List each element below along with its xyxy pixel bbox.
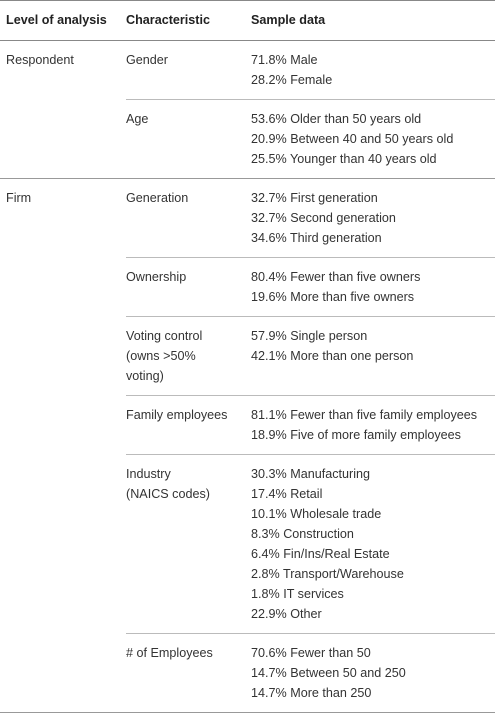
sample-data-cell: 81.1% Fewer than five family employees 18… [251,395,495,455]
characteristic-line: Voting control [126,329,203,343]
table-row: Industry (NAICS codes) 30.3% Manufacturing… [0,454,495,634]
characteristic-cell: Family employees [126,395,251,455]
table-row: Ownership 80.4% Fewer than five owners 19.… [0,257,495,317]
sample-data-item: 6.4% Fin/Ins/Real Estate [251,547,390,561]
sample-data-item: 19.6% More than five owners [251,290,415,304]
table-row: Voting control (owns >50% voting) 57.9% Sin… [0,316,495,396]
sample-data-item: 14.7% More than 250 [251,686,372,700]
sample-data-cell: 57.9% Single person 42.1% More than one p… [251,316,495,396]
sample-data-item: 28.2% Female [251,73,333,87]
header-row: Level of analysis Characteristic Sample da… [0,0,495,41]
sample-data-item: 80.4% Fewer than five owners [251,270,421,284]
sample-data-item: 57.9% Single person [251,329,368,343]
sample-data-item: 32.7% First generation [251,191,378,205]
characteristic-line: voting) [126,369,164,383]
sample-data-item: 8.3% Construction [251,527,354,541]
sample-data-item: 14.7% Between 50 and 250 [251,666,406,680]
sample-data-item: 20.9% Between 40 and 50 years old [251,132,454,146]
characteristic-line: Industry [126,467,171,481]
sample-data-cell: 53.6% Older than 50 years old 20.9% Betwe… [251,99,495,179]
header-cell: Sample data [251,0,495,41]
sample-data-item: 81.1% Fewer than five family employees [251,408,478,422]
sample-data-item: 30.3% Manufacturing [251,467,371,481]
characteristic-line: Gender [126,53,169,67]
characteristic-line: # of Employees [126,646,213,660]
table-row: Respondent Gender 71.8% Male 28.2% Female [0,40,495,179]
characteristic-cell: Voting control (owns >50% voting) [126,316,251,396]
characteristic-line: Age [126,112,149,126]
sample-data-item: 1.8% IT services [251,587,344,601]
characteristic-line: Family employees [126,408,228,422]
level-cell: Firm [0,178,126,713]
header-cell: Characteristic [126,0,251,41]
characteristic-line: Ownership [126,270,187,284]
characteristic-line: (owns >50% [126,349,196,363]
header-cell: Level of analysis [0,0,126,41]
sample-data-cell: 70.6% Fewer than 50 14.7% Between 50 and … [251,633,495,713]
sample-data-item: 17.4% Retail [251,487,323,501]
characteristic-cell: Gender [126,40,251,100]
sample-data-item: 18.9% Five of more family employees [251,428,461,442]
sample-data-item: 71.8% Male [251,53,318,67]
characteristic-cell: Industry (NAICS codes) [126,454,251,634]
level-cell: Respondent [0,40,126,179]
sample-data-item: 32.7% Second generation [251,211,396,225]
sample-data-item: 42.1% More than one person [251,349,414,363]
sample-data-cell: 32.7% First generation 32.7% Second gener… [251,178,495,258]
sample-data-item: 53.6% Older than 50 years old [251,112,422,126]
sample-data-item: 25.5% Younger than 40 years old [251,152,437,166]
sample-data-cell: 30.3% Manufacturing 17.4% Retail 10.1% Who… [251,454,495,634]
sample-data-item: 70.6% Fewer than 50 [251,646,371,660]
characteristic-cell: Age [126,99,251,179]
sample-data-cell: 80.4% Fewer than five owners 19.6% More t… [251,257,495,317]
characteristic-cell: # of Employees [126,633,251,713]
table-row: Family employees 81.1% Fewer than five fa… [0,395,495,455]
table-row: Age 53.6% Older than 50 years old 20.9% Be… [0,99,495,179]
sample-data-item: 34.6% Third generation [251,231,382,245]
characteristic-line: Generation [126,191,189,205]
sample-data-item: 22.9% Other [251,607,322,621]
sample-data-item: 10.1% Wholesale trade [251,507,382,521]
characteristic-line: (NAICS codes) [126,487,210,501]
sample-data-item: 2.8% Transport/Warehouse [251,567,404,581]
characteristic-cell: Ownership [126,257,251,317]
characteristic-cell: Generation [126,178,251,258]
table-body: Respondent Gender 71.8% Male 28.2% Female Ag… [0,40,495,713]
sample-data-cell: 71.8% Male 28.2% Female [251,40,495,100]
table-row: Firm Generation 32.7% First generation 32.7… [0,178,495,713]
